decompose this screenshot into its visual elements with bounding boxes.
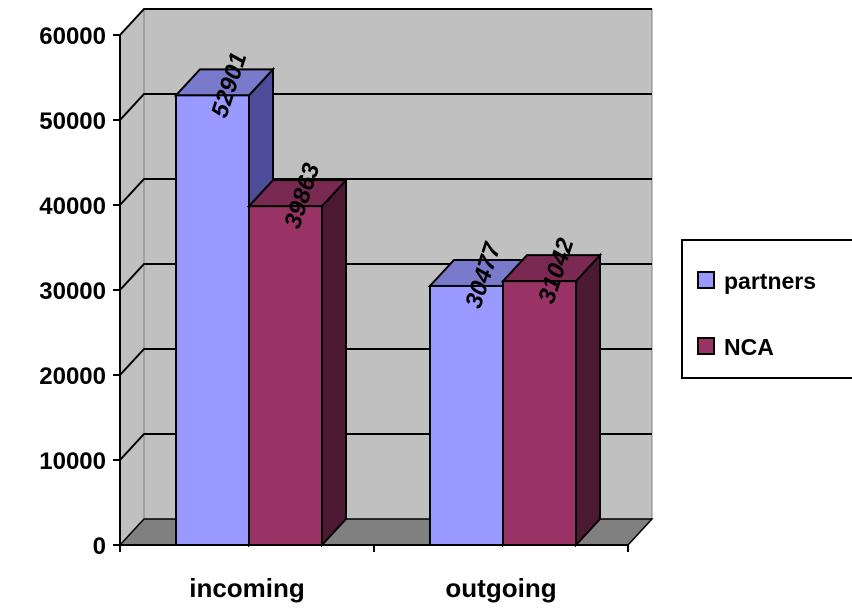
bar-front xyxy=(175,94,250,547)
x-category-label: incoming xyxy=(189,573,305,603)
y-tick-label: 50000 xyxy=(39,108,106,135)
bar-front xyxy=(248,205,323,547)
legend: partners NCA xyxy=(681,239,852,379)
bar-front xyxy=(502,280,577,546)
bars xyxy=(173,66,603,548)
legend-swatch-NCA xyxy=(697,337,715,355)
gridline xyxy=(119,93,652,121)
y-tick-label: 60000 xyxy=(39,23,106,50)
y-tick-label: 30000 xyxy=(39,278,106,305)
axes: 0 10000 20000 30000 40000 50000 60000 incoming o… xyxy=(39,23,629,603)
y-tick-label: 20000 xyxy=(39,363,106,390)
bar-NCA-outgoing xyxy=(500,252,603,548)
gridline xyxy=(119,8,652,36)
y-tick-label: 40000 xyxy=(39,193,106,220)
y-tick-label: 0 xyxy=(93,533,106,560)
bar-side xyxy=(321,177,347,548)
bar-side xyxy=(575,252,601,548)
bar-NCA-incoming xyxy=(246,177,349,548)
legend-label-partners: partners xyxy=(724,268,816,294)
bar-front xyxy=(429,284,504,546)
legend-swatch-partners xyxy=(697,271,715,289)
bar-partners-incoming xyxy=(173,66,276,548)
gridline xyxy=(119,178,652,206)
x-category-label: outgoing xyxy=(445,573,556,603)
y-tick-label: 10000 xyxy=(39,448,106,475)
legend-label-NCA: NCA xyxy=(724,334,774,360)
